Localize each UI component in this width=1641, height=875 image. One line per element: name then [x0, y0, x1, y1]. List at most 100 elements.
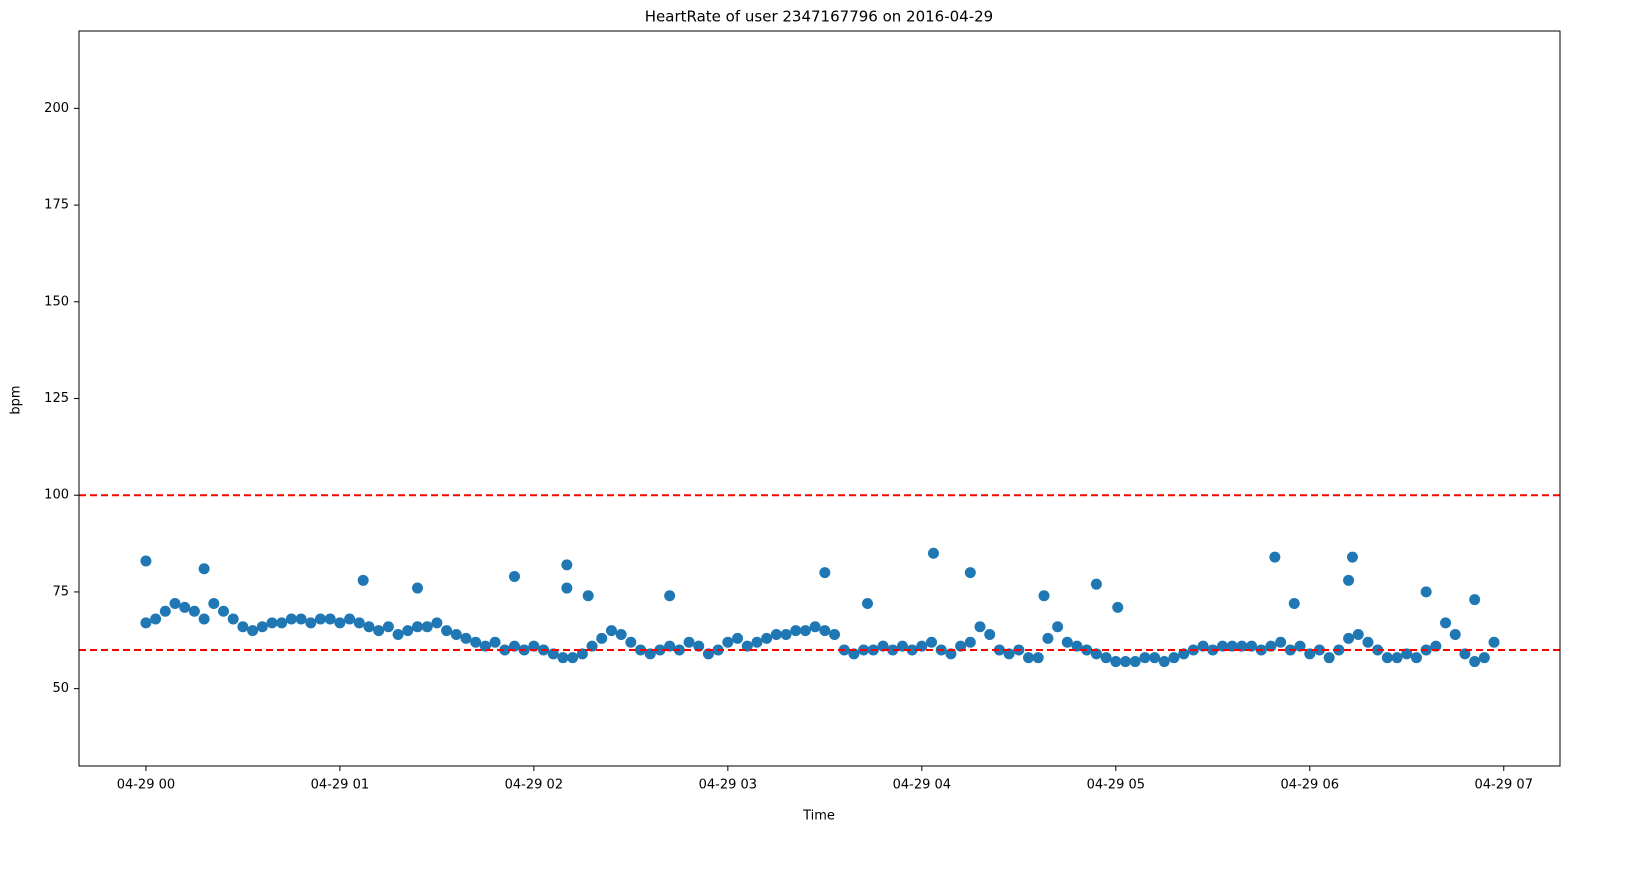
point: [582, 590, 594, 602]
point: [256, 621, 268, 633]
point: [780, 628, 792, 640]
point: [1100, 652, 1112, 664]
point: [1178, 648, 1190, 660]
point: [964, 567, 976, 579]
point: [266, 617, 278, 629]
point: [460, 632, 472, 644]
point: [1420, 586, 1432, 598]
point: [664, 640, 676, 652]
point: [732, 632, 744, 644]
point: [819, 625, 831, 637]
point: [1197, 640, 1209, 652]
point: [450, 628, 462, 640]
point: [1032, 652, 1044, 664]
point: [644, 648, 656, 660]
point: [1430, 640, 1442, 652]
y-tick-label: 150: [44, 294, 69, 309]
point: [1449, 628, 1461, 640]
point: [382, 621, 394, 633]
point: [916, 640, 928, 652]
point: [799, 625, 811, 637]
point: [567, 652, 579, 664]
point: [1090, 648, 1102, 660]
point: [218, 605, 230, 617]
point: [1158, 656, 1170, 668]
point: [586, 640, 598, 652]
point: [1071, 640, 1083, 652]
point: [508, 570, 520, 582]
point: [693, 640, 705, 652]
point: [411, 582, 423, 594]
point: [790, 625, 802, 637]
point: [198, 613, 210, 625]
point: [741, 640, 753, 652]
point: [227, 613, 239, 625]
point: [353, 617, 365, 629]
point: [1023, 652, 1035, 664]
point: [625, 636, 637, 648]
point: [1469, 594, 1481, 606]
point: [140, 617, 152, 629]
point: [314, 613, 326, 625]
point: [237, 621, 249, 633]
point: [1003, 648, 1015, 660]
point: [955, 640, 967, 652]
point: [722, 636, 734, 648]
point: [150, 613, 162, 625]
point: [1129, 656, 1141, 668]
point: [862, 598, 874, 610]
point: [159, 605, 171, 617]
point: [169, 598, 181, 610]
point: [276, 617, 288, 629]
point: [561, 582, 573, 594]
point: [489, 636, 501, 648]
point: [1236, 640, 1248, 652]
point: [363, 621, 375, 633]
plot-area: [79, 31, 1560, 766]
point: [1469, 656, 1481, 668]
point: [1391, 652, 1403, 664]
x-tick-label: 04-29 04: [893, 778, 951, 793]
point: [819, 567, 831, 579]
point: [247, 625, 259, 637]
point: [188, 605, 200, 617]
point: [1478, 652, 1490, 664]
x-tick-label: 04-29 00: [117, 778, 175, 793]
point: [1061, 636, 1073, 648]
point: [411, 621, 423, 633]
point: [964, 636, 976, 648]
point: [1488, 636, 1500, 648]
point: [887, 644, 899, 656]
point: [441, 625, 453, 637]
point: [285, 613, 297, 625]
point: [702, 648, 714, 660]
x-tick-label: 04-29 03: [699, 778, 757, 793]
point: [1401, 648, 1413, 660]
point: [1246, 640, 1258, 652]
point: [508, 640, 520, 652]
point: [140, 555, 152, 567]
point: [499, 644, 511, 656]
point: [1038, 590, 1050, 602]
point: [373, 625, 385, 637]
point: [1275, 636, 1287, 648]
point: [809, 621, 821, 633]
point: [576, 648, 588, 660]
chart-title: HeartRate of user 2347167796 on 2016-04-…: [645, 8, 993, 26]
x-tick-label: 04-29 07: [1475, 778, 1533, 793]
x-tick-label: 04-29 01: [311, 778, 369, 793]
point: [974, 621, 986, 633]
point: [1119, 656, 1131, 668]
point: [1362, 636, 1374, 648]
point: [1168, 652, 1180, 664]
point: [1352, 628, 1364, 640]
point: [1149, 652, 1161, 664]
point: [1346, 551, 1358, 563]
point: [305, 617, 317, 629]
point: [1139, 652, 1151, 664]
point: [926, 636, 938, 648]
point: [877, 640, 889, 652]
point: [1265, 640, 1277, 652]
point: [1090, 578, 1102, 590]
